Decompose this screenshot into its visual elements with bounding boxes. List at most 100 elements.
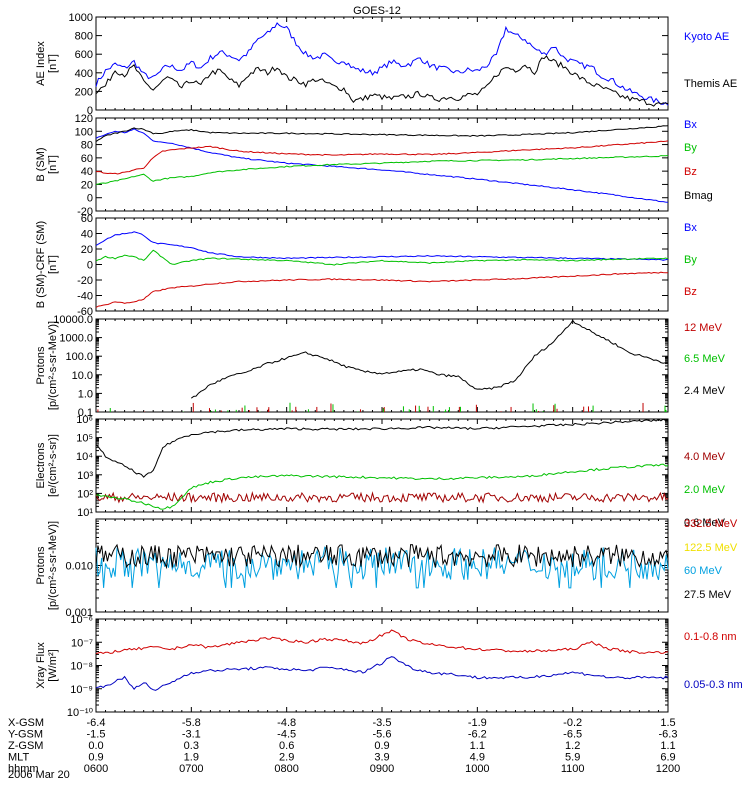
y-tick-label: 20 xyxy=(81,244,93,256)
legend-entry: 4.0 MeV xyxy=(684,451,726,463)
y-axis-label: AE Index xyxy=(35,41,47,86)
x-axis-value: 1.1 xyxy=(660,740,675,752)
x-axis-value: 0.0 xyxy=(88,740,103,752)
y-tick-label: 20 xyxy=(81,179,93,191)
y-tick-label: 0.1 xyxy=(78,407,93,419)
y-tick-label: 60 xyxy=(81,153,93,165)
legend-entry: By xyxy=(684,254,697,266)
y-tick-label: 0.010 xyxy=(65,561,93,573)
panel-4: 0.1 1.0 10.0 100.0 1000.0 10000.0 Protons [p/(c… xyxy=(35,314,726,419)
x-axis-value: 3.9 xyxy=(374,752,389,764)
y-tick-label: 1.0 xyxy=(78,388,93,400)
x-axis-value: -5.6 xyxy=(373,729,392,741)
x-axis-value: 0600 xyxy=(84,763,108,775)
legend-entry: Kyoto AE xyxy=(684,31,729,43)
x-axis-value: 1200 xyxy=(656,763,680,775)
legend-entry: Bx xyxy=(684,119,697,131)
series-line xyxy=(95,546,669,589)
x-axis-value: -4.8 xyxy=(277,717,296,729)
y-tick-label: 10000.0 xyxy=(53,314,93,326)
y-tick-label: 10³ xyxy=(77,470,93,482)
x-axis-value: 1.1 xyxy=(470,740,485,752)
legend-entry: 12 MeV xyxy=(684,322,723,334)
series-line xyxy=(95,231,669,261)
y-axis-label: [nT] xyxy=(47,155,59,174)
x-axis-value: 0900 xyxy=(370,763,394,775)
series-line xyxy=(95,656,669,691)
x-axis-value: 0.6 xyxy=(279,740,294,752)
x-axis-value: 1.9 xyxy=(184,752,199,764)
series-line xyxy=(95,125,669,142)
legend-entry: Bz xyxy=(684,166,697,178)
series-line xyxy=(95,128,669,203)
y-tick-label: 60 xyxy=(81,213,93,225)
series-line xyxy=(95,271,669,308)
legend-entry: 2.0 MeV xyxy=(684,484,726,496)
y-axis-label: [W/m²] xyxy=(47,649,59,681)
legend-entry: 60 MeV xyxy=(684,565,723,577)
y-tick-label: 1000 xyxy=(69,12,93,24)
y-axis-label: [e/(cm²-s-sr)] xyxy=(47,434,59,497)
legend-entry: Bz xyxy=(684,286,697,298)
y-tick-label: 800 xyxy=(75,31,93,43)
y-axis-label: [p/(cm²-s-sr-MeV)] xyxy=(47,321,59,410)
x-axis-row-label: hhmm xyxy=(8,763,39,775)
legend-entry: 0.05-0.3 nm xyxy=(684,679,743,691)
x-axis-value: 4.9 xyxy=(470,752,485,764)
y-tick-label: 200 xyxy=(75,86,93,98)
legend-entry: 6.5 MeV xyxy=(684,353,726,365)
y-tick-label: -40 xyxy=(77,291,93,303)
y-axis-label: B (SM) xyxy=(35,147,47,181)
y-tick-label: 0.001 xyxy=(65,607,93,619)
x-axis-value: 1.5 xyxy=(660,717,675,729)
legend-entry: Bmag xyxy=(684,190,713,202)
y-tick-label: 10⁻⁶ xyxy=(70,614,93,626)
x-axis-value: -3.5 xyxy=(373,717,392,729)
panel-1: 0 200 400 600 800 1000 AE Index [nT] Kyoto AE The… xyxy=(35,12,737,117)
x-axis-value: 0700 xyxy=(179,763,203,775)
x-axis-value: 0.9 xyxy=(88,752,103,764)
y-axis-label: Xray Flux xyxy=(35,642,47,689)
x-axis-value: 1000 xyxy=(465,763,489,775)
y-axis-label: Protons xyxy=(35,546,47,584)
series-line xyxy=(191,319,669,399)
y-tick-label: 10⁻⁸ xyxy=(70,661,93,673)
y-axis-label: Electrons xyxy=(35,442,47,488)
y-tick-label: 40 xyxy=(81,166,93,178)
y-tick-label: 400 xyxy=(75,68,93,80)
y-axis-label: [nT] xyxy=(47,54,59,73)
series-line xyxy=(95,140,669,175)
legend-entry: 0.6 MeV xyxy=(684,517,726,529)
x-axis-table: X-GSM -6.4 -5.8 -4.8 -3.5 -1.9 -0.2 1.5 Y-GSM -1.… xyxy=(8,717,680,775)
y-tick-label: 10⁻¹⁰ xyxy=(67,707,94,719)
series-line xyxy=(95,490,669,504)
legend-entry: 332.5 MeV xyxy=(684,518,738,530)
series-line xyxy=(95,155,669,185)
x-axis-value: -6.4 xyxy=(87,717,106,729)
y-tick-label: -20 xyxy=(77,206,93,218)
y-tick-label: 100.0 xyxy=(65,351,93,363)
y-tick-label: 40 xyxy=(81,229,93,241)
x-axis-value: 2.9 xyxy=(279,752,294,764)
series-line xyxy=(95,629,669,655)
y-tick-label: 0 xyxy=(87,260,93,272)
y-tick-label: 10⁻⁹ xyxy=(70,684,93,696)
panel-7: 10⁻¹⁰ 10⁻⁹ 10⁻⁸ 10⁻⁷ 10⁻⁶ Xray Flux [W/m²] 0.1-… xyxy=(35,614,743,719)
legend-entry: Themis AE xyxy=(684,78,737,90)
series-line xyxy=(95,543,669,570)
x-axis-value: -5.8 xyxy=(182,717,201,729)
y-tick-label: 10⁵ xyxy=(76,433,93,445)
y-tick-label: 10⁶ xyxy=(76,414,93,426)
series-line xyxy=(95,463,669,510)
y-axis-label: B (SM)-CRF (SM) xyxy=(35,221,47,308)
plot-title: GOES-12 xyxy=(353,5,401,17)
y-tick-label: -60 xyxy=(77,306,93,318)
legend-entry: 27.5 MeV xyxy=(684,589,732,601)
x-axis-value: -6.5 xyxy=(563,729,582,741)
x-axis-value: -1.9 xyxy=(468,717,487,729)
y-tick-label: 10.0 xyxy=(72,370,93,382)
x-axis-value: -6.3 xyxy=(659,729,678,741)
y-tick-label: 120 xyxy=(75,113,93,125)
